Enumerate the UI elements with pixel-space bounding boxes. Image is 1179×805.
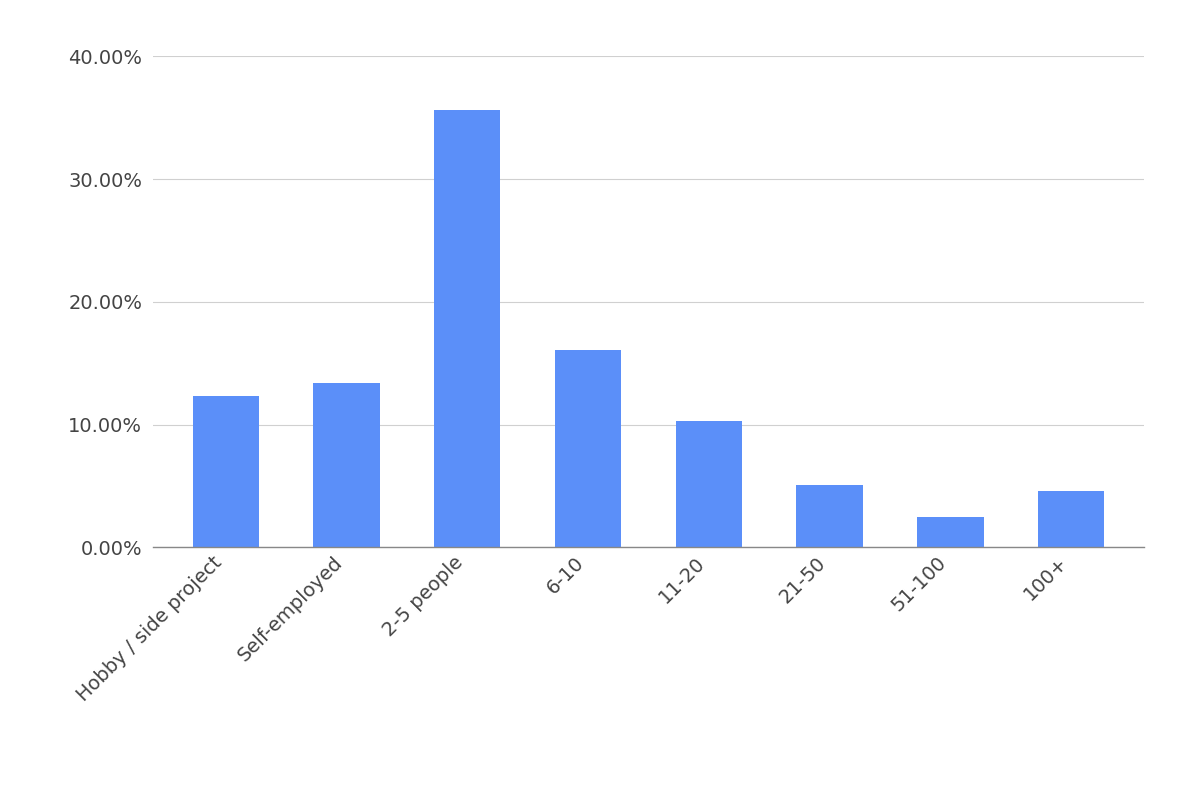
Bar (917, 517, 983, 547)
Bar (796, 485, 863, 547)
Bar (192, 396, 259, 547)
Bar (1038, 491, 1105, 547)
Bar (555, 349, 621, 547)
Bar (434, 110, 501, 547)
Bar (676, 421, 742, 547)
Bar (314, 383, 380, 547)
